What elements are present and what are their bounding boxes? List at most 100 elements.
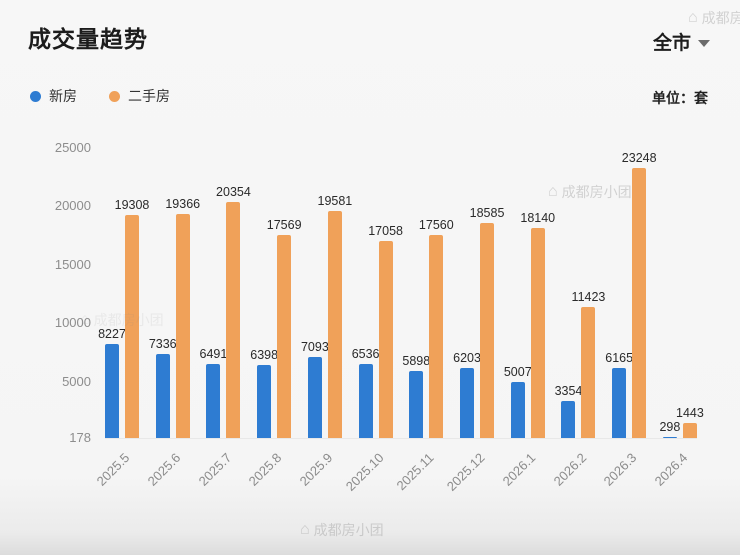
bar-new-homes: 6491	[200, 347, 227, 438]
y-tick-label: 25000	[54, 140, 91, 155]
x-axis-label: 2025.10	[342, 450, 387, 494]
bar-resale-homes: 19581	[317, 194, 352, 438]
house-icon: ⌂	[300, 521, 310, 538]
bar-value-label: 7336	[148, 337, 177, 352]
watermark: ⌂ 成都房小团	[300, 520, 384, 540]
bar-value-label: 6536	[351, 346, 380, 361]
bar-value-label: 19366	[165, 196, 201, 211]
bar-resale-homes: 18585	[470, 206, 504, 438]
bar-new-homes: 6398	[250, 348, 278, 438]
bar-group: 6536 17058 2025.10	[342, 148, 403, 494]
bar-resale-homes: 19366	[165, 197, 200, 438]
x-axis-label: 2026.3	[601, 450, 640, 489]
bar-new-homes: 8227	[98, 327, 126, 438]
bar-column-new-homes: 5898	[402, 148, 430, 438]
bar-value-label: 6491	[199, 347, 228, 362]
legend: 新房 二手房	[30, 86, 170, 106]
bar-resale-homes: 11423	[572, 290, 605, 438]
bar-group: 7336 19366 2025.6	[145, 148, 201, 489]
bar-column-resale-homes: 17058	[368, 148, 403, 438]
bar-value-label: 20354	[216, 185, 251, 200]
bar-group: 5898 17560 2025.11	[394, 148, 454, 493]
x-axis-label: 2025.9	[296, 450, 336, 489]
bar-group: 8227 19308 2025.5	[94, 148, 150, 489]
y-tick-label: 5000	[62, 373, 91, 389]
x-axis-label: 2025.11	[393, 450, 437, 494]
bar-value-label: 5007	[503, 364, 532, 379]
bar-column-new-homes: 6398	[250, 148, 278, 438]
bar-new-homes: 7093	[301, 340, 329, 438]
bar-new-homes: 5898	[402, 354, 430, 438]
bar-value-label: 6165	[605, 351, 634, 366]
bar-column-resale-homes: 19581	[317, 148, 352, 438]
x-axis-label: 2025.12	[443, 450, 488, 494]
plot-area: 178 5000 10000 15000 20000 25000 8227 19308 2025…	[55, 140, 704, 494]
watermark-text: 成都房小团	[313, 522, 384, 538]
legend-item-new-homes[interactable]: 新房	[30, 86, 77, 106]
bar-group: 6165 23248 2026.3	[601, 148, 657, 488]
bar-new-homes: 7336	[149, 337, 177, 438]
bar-new-homes: 6165	[605, 351, 633, 438]
x-axis-label: 2025.7	[195, 450, 235, 489]
bar-column-resale-homes: 23248	[622, 148, 657, 438]
bar-column-new-homes: 6536	[352, 148, 380, 438]
bar-new-homes: 6536	[352, 347, 380, 438]
bar-resale-homes: 17058	[368, 224, 403, 438]
bar-value-label: 23248	[621, 151, 657, 166]
bar-column-new-homes: 8227	[98, 148, 126, 438]
x-axis-label: 2026.4	[651, 450, 691, 489]
legend-label-new-homes: 新房	[49, 88, 77, 104]
bar-value-label: 1443	[676, 406, 704, 421]
unit-label: 单位：套	[652, 90, 708, 106]
bar-group: 3354 11423 2026.2	[550, 148, 605, 489]
bar-column-resale-homes: 19366	[165, 148, 200, 438]
bar-column-new-homes: 6491	[200, 148, 227, 438]
watermark-text: 成都房小团	[701, 10, 740, 26]
y-tick-label: 178	[69, 430, 91, 445]
legend-item-resale-homes[interactable]: 二手房	[109, 86, 170, 106]
chevron-down-icon	[698, 39, 710, 47]
y-tick-label: 15000	[54, 256, 91, 272]
bar-column-resale-homes: 17560	[419, 148, 454, 438]
bar-resale-homes: 23248	[622, 151, 657, 438]
bar-column-new-homes: 3354	[555, 148, 582, 438]
x-axis-label: 2026.1	[499, 450, 539, 489]
y-tick-label: 10000	[54, 315, 91, 331]
bar-value-label: 19581	[317, 194, 353, 209]
bar-column-new-homes: 6165	[605, 148, 633, 438]
bar-value-label: 6398	[250, 348, 279, 363]
bar-value-label: 5898	[402, 354, 431, 369]
bar-value-label: 18140	[520, 211, 556, 226]
bar-column-resale-homes: 20354	[216, 148, 251, 438]
bar-new-homes: 5007	[504, 365, 532, 438]
bar-value-label: 17569	[266, 217, 302, 232]
bar-resale-homes: 19308	[115, 198, 149, 438]
bar-column-new-homes: 6203	[453, 148, 481, 438]
bar-column-new-homes: 298	[659, 148, 680, 438]
bar-new-homes: 298	[659, 420, 680, 438]
bar-resale-homes: 17569	[267, 218, 302, 438]
city-scope-label: 全市	[652, 33, 691, 54]
bar-group: 298 1443 2026.4	[652, 148, 704, 488]
x-axis-label: 2025.5	[93, 450, 133, 489]
bar-column-new-homes: 5007	[504, 148, 532, 438]
bar-resale-homes: 17560	[419, 218, 454, 438]
bar-new-homes: 6203	[453, 351, 481, 438]
bar-group: 5007 18140 2026.1	[500, 148, 556, 489]
bar-column-resale-homes: 11423	[572, 148, 605, 438]
bar-column-resale-homes: 18140	[520, 148, 555, 438]
bar-resale-homes: 1443	[676, 406, 704, 438]
bar-column-resale-homes: 17569	[267, 148, 302, 438]
legend-dot-new-homes	[30, 90, 41, 102]
bar-new-homes: 3354	[555, 384, 582, 438]
watermark: ⌂ 成都房小团	[688, 8, 740, 28]
bar-column-resale-homes: 19308	[115, 148, 149, 438]
city-scope-dropdown[interactable]: 全市	[653, 28, 710, 55]
bar-value-label: 17560	[418, 217, 454, 232]
bar-column-new-homes: 7336	[149, 148, 177, 438]
x-axis-label: 2026.2	[550, 450, 590, 489]
x-axis-label: 2025.6	[144, 450, 184, 489]
bar-value-label: 8227	[98, 326, 126, 341]
bar-value-label: 18585	[469, 205, 505, 220]
